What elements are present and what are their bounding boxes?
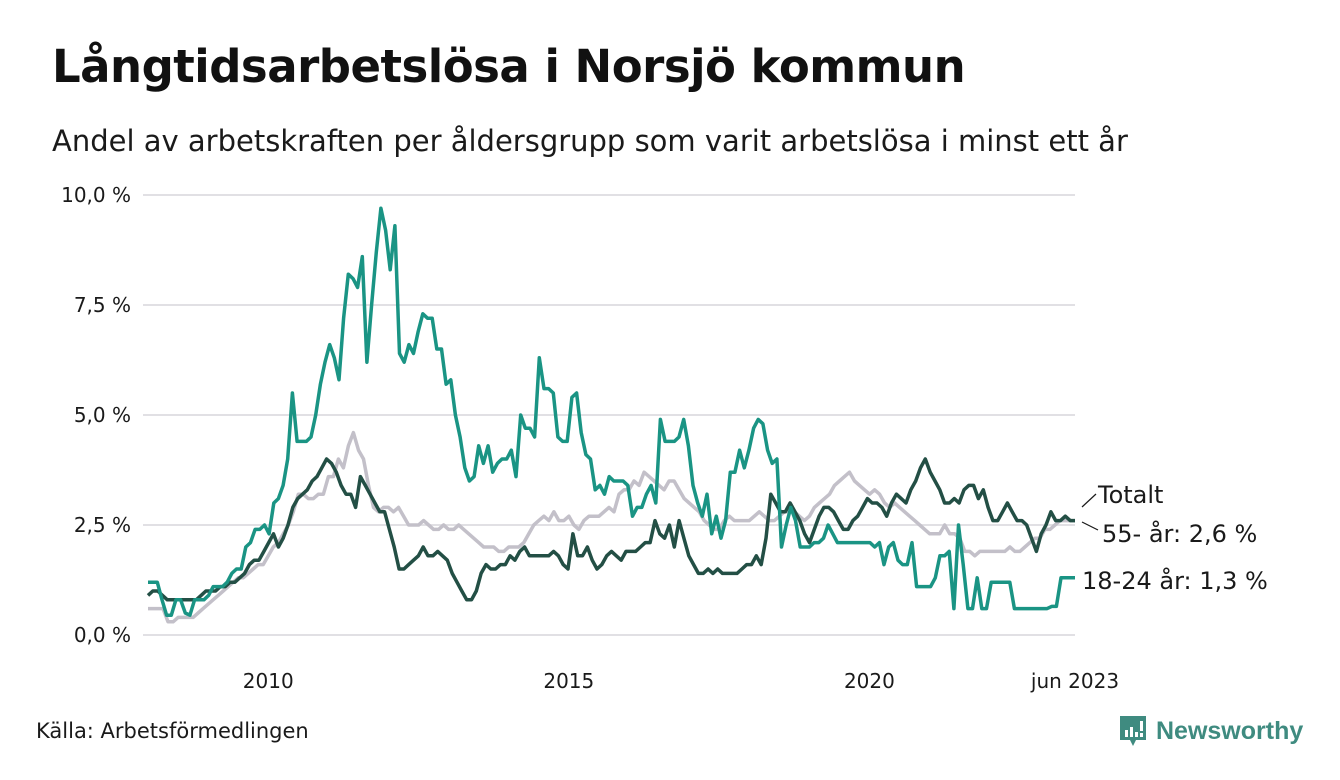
brand-logo: Newsworthy — [1118, 714, 1303, 748]
leader-line — [1081, 493, 1097, 508]
y-tick-label: 2,5 % — [74, 513, 131, 537]
x-tick-label: 2015 — [543, 669, 594, 693]
y-tick-label: 10,0 % — [61, 183, 131, 207]
series-line-2 — [148, 206, 1075, 617]
bar-chart-speech-bubble-icon — [1120, 716, 1146, 746]
grid-lines — [143, 194, 1075, 636]
x-axis: 2010 2015 2020 jun 2023 — [243, 669, 1119, 693]
x-tick-label: jun 2023 — [1030, 669, 1119, 693]
series-lines — [146, 206, 1075, 624]
x-tick-label: 2020 — [844, 669, 895, 693]
series-line-1 — [146, 457, 1075, 602]
y-tick-label: 7,5 % — [74, 293, 131, 317]
source-note: Källa: Arbetsförmedlingen — [36, 719, 309, 743]
series-end-label: 18-24 år: 1,3 % — [1082, 566, 1268, 595]
series-end-label: 55- år: 2,6 % — [1102, 519, 1257, 548]
brand-name: Newsworthy — [1156, 716, 1304, 745]
x-tick-label: 2010 — [243, 669, 294, 693]
y-tick-label: 0,0 % — [74, 623, 131, 647]
y-tick-label: 5,0 % — [74, 403, 131, 427]
end-labels: Totalt 55- år: 2,6 % 18-24 år: 1,3 % — [1081, 481, 1268, 595]
leader-line — [1081, 521, 1099, 531]
series-end-label: Totalt — [1097, 481, 1163, 509]
chart-subtitle: Andel av arbetskraften per åldersgrupp s… — [52, 124, 1128, 158]
y-axis: 0,0 % 2,5 % 5,0 % 7,5 % 10,0 % — [61, 183, 131, 647]
chart-title: Långtidsarbetslösa i Norsjö kommun — [52, 40, 966, 93]
